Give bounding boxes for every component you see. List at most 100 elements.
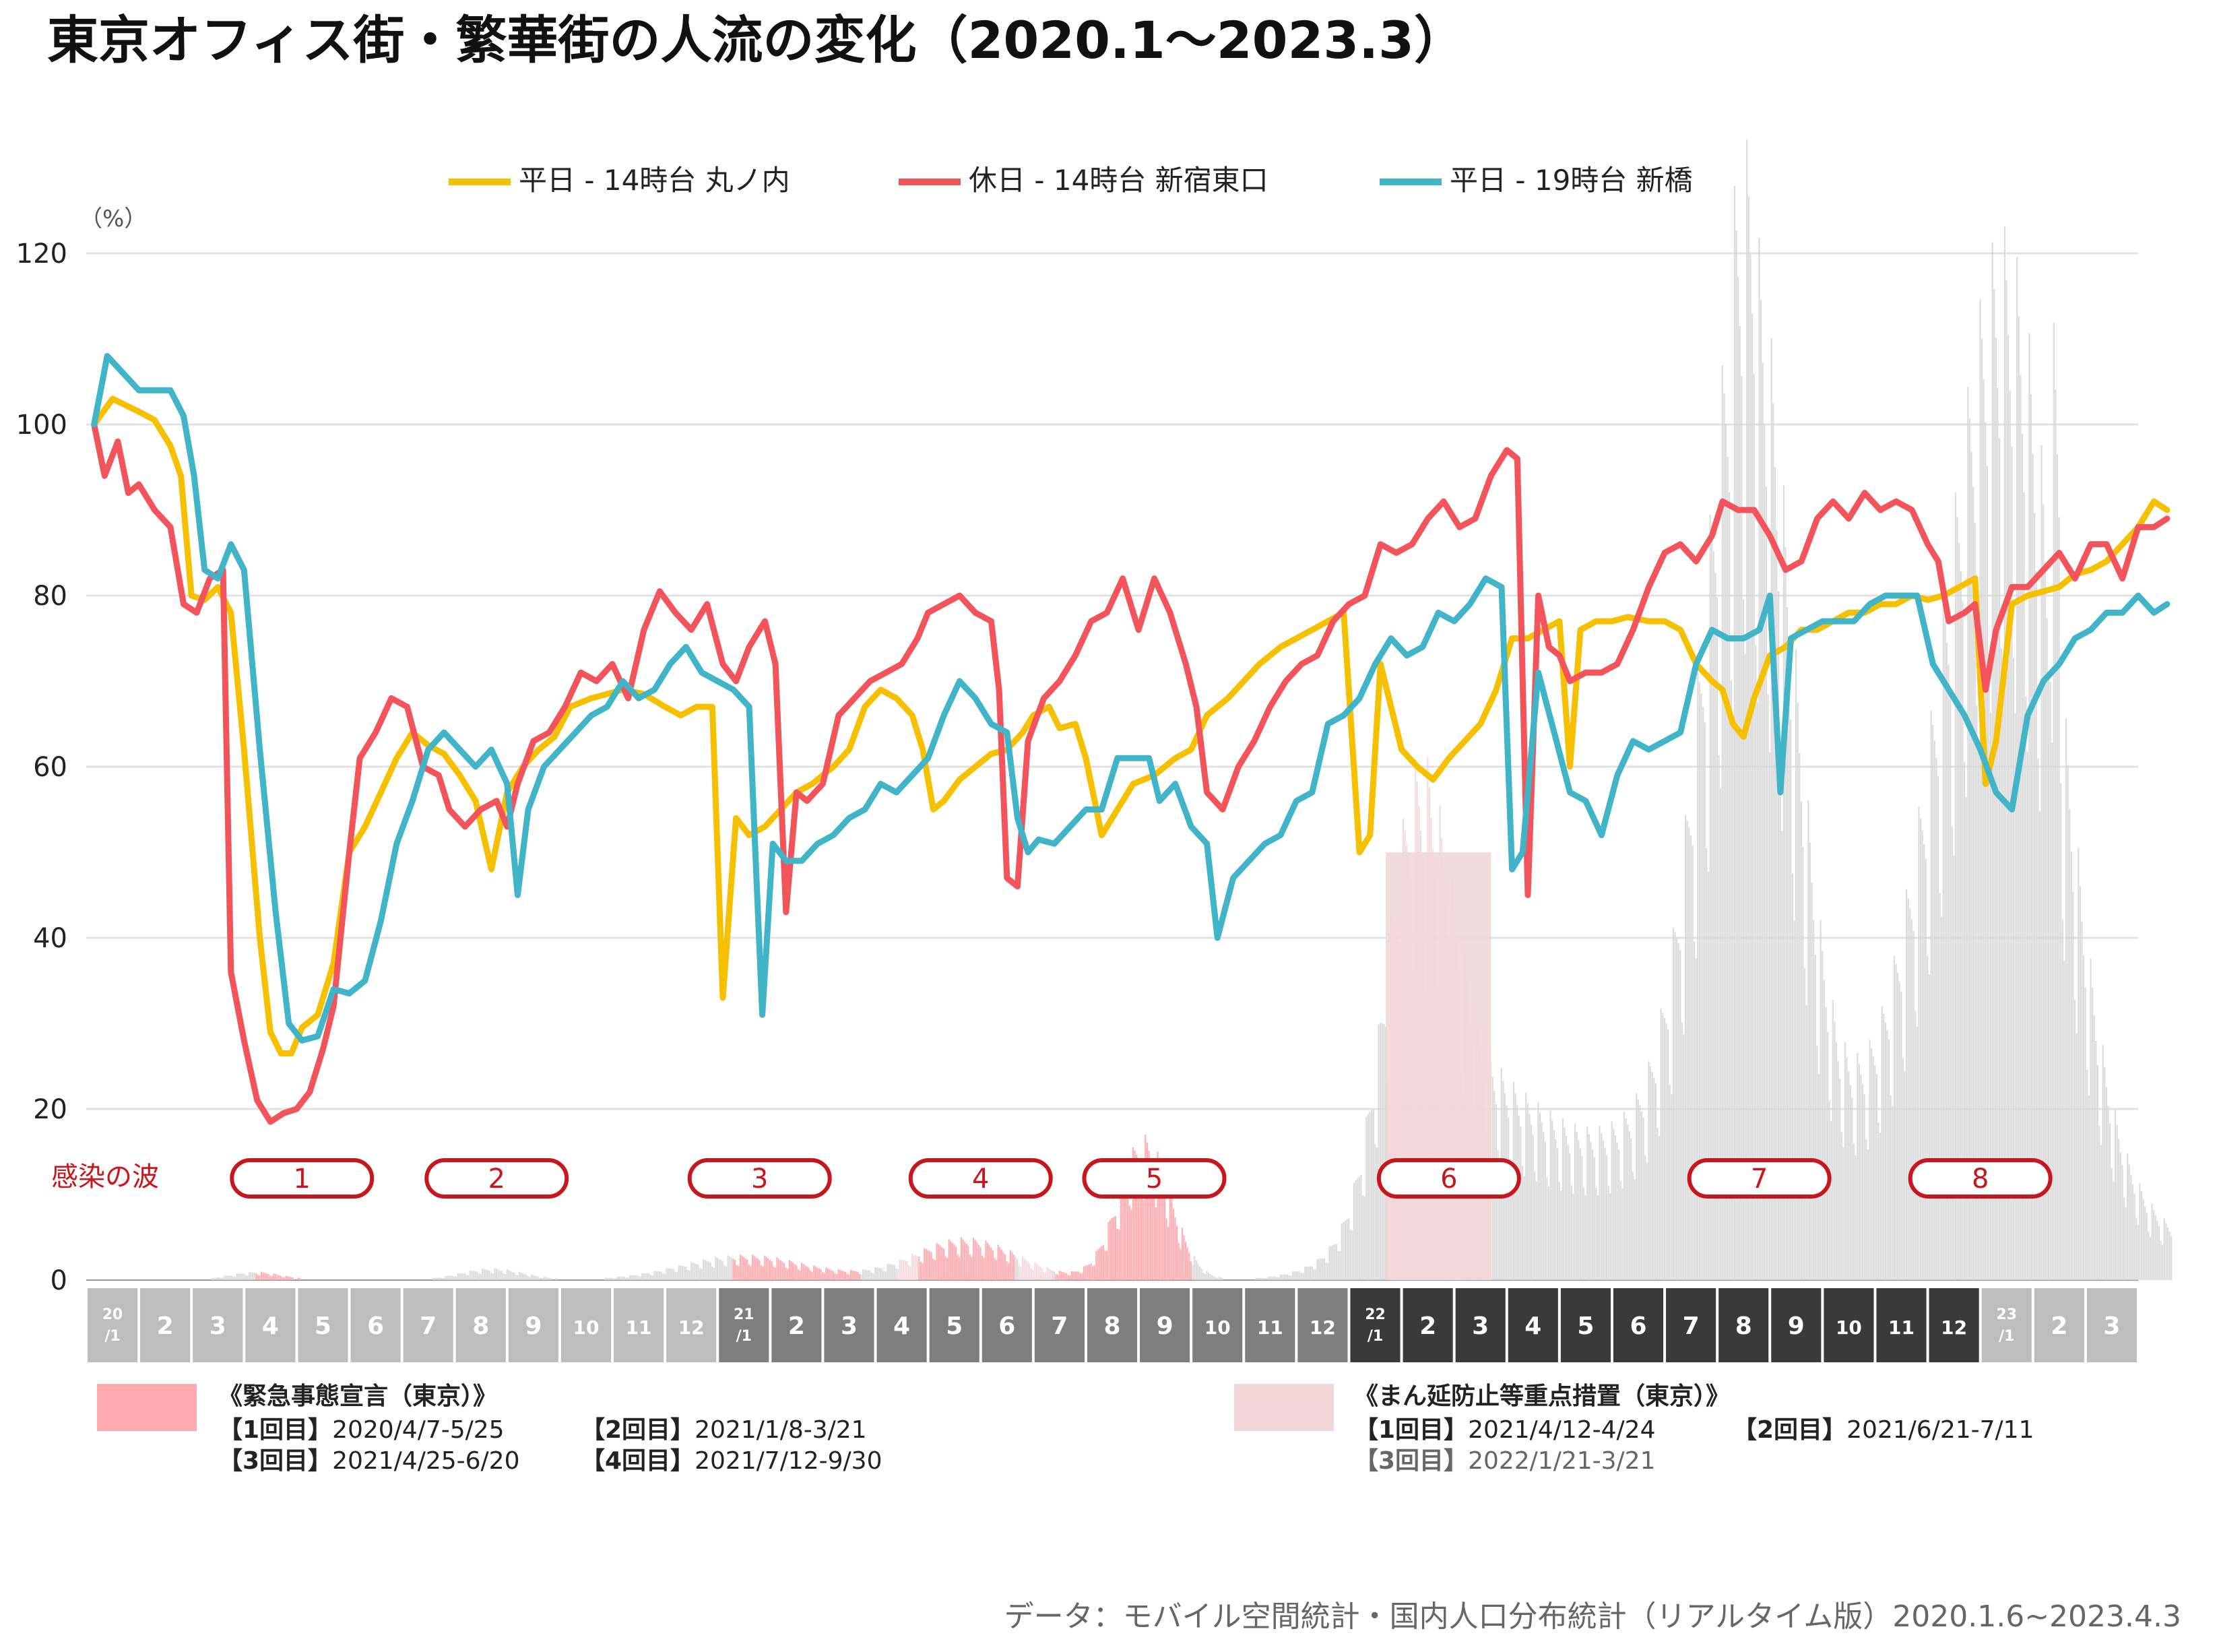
case-bar — [836, 1274, 838, 1280]
case-bar — [1363, 1196, 1365, 1280]
case-bar — [1467, 1003, 1469, 1280]
case-bar — [1671, 1093, 1673, 1280]
case-bar — [2111, 1168, 2113, 1280]
case-bar — [1802, 847, 1804, 1280]
case-bar — [1058, 1270, 1060, 1280]
month-cell-bg — [245, 1288, 296, 1362]
case-bar — [683, 1266, 685, 1280]
case-bar — [967, 1246, 969, 1280]
case-bar — [465, 1275, 468, 1280]
case-bar — [1586, 1126, 1588, 1280]
case-bar — [1155, 1207, 1157, 1280]
month-cell-bg — [508, 1288, 558, 1362]
case-bar — [1271, 1276, 1273, 1280]
month-cell-bg — [876, 1288, 927, 1362]
case-bar — [1497, 1149, 1499, 1280]
case-bar — [1570, 1185, 1573, 1280]
case-bar — [1677, 943, 1679, 1280]
case-bar — [1822, 951, 1824, 1280]
case-bar — [1428, 787, 1431, 1280]
case-bar — [1062, 1272, 1064, 1280]
case-bar — [1407, 860, 1409, 1280]
case-bar — [1355, 1180, 1357, 1280]
case-bar — [1221, 1277, 1223, 1280]
wave-1: 1 — [230, 1158, 375, 1199]
case-bar — [508, 1270, 510, 1280]
wave-pill — [1908, 1158, 2053, 1199]
case-bar — [1690, 835, 1692, 1280]
case-bar — [942, 1248, 945, 1280]
case-bar — [1023, 1258, 1025, 1280]
case-bar — [1304, 1267, 1306, 1280]
case-bar — [1320, 1259, 1322, 1280]
case-bar — [1306, 1266, 1308, 1280]
emergency-legend: 《緊急事態宣言（東京）》 【1回目】2020/4/7-5/25 【2回目】2021… — [97, 1382, 882, 1475]
case-bar — [804, 1265, 806, 1280]
emergency-swatch — [97, 1384, 197, 1431]
month-cell: 11 — [1245, 1288, 1295, 1362]
case-bar — [1308, 1266, 1310, 1280]
case-bar — [1770, 338, 1772, 1280]
month-label: 7 — [1683, 1312, 1700, 1340]
case-bar — [982, 1255, 984, 1280]
case-bar — [525, 1275, 527, 1280]
case-bar — [1448, 1027, 1450, 1280]
case-bar — [746, 1259, 748, 1280]
month-cell: 23/1 — [1981, 1288, 2032, 1362]
case-bar — [1070, 1271, 1073, 1280]
case-bar — [1774, 467, 1776, 1280]
case-bar — [771, 1261, 773, 1280]
case-bar — [1784, 547, 1787, 1280]
case-bar — [1260, 1277, 1262, 1280]
case-bar — [1411, 974, 1413, 1280]
case-bar — [1477, 1030, 1480, 1280]
case-bar — [501, 1271, 503, 1280]
case-bar — [1334, 1244, 1336, 1280]
case-bar — [1139, 1165, 1141, 1280]
case-bar — [1441, 838, 1443, 1280]
case-bar — [1642, 1117, 1644, 1280]
month-cell: 3 — [2086, 1288, 2137, 1362]
case-bar — [927, 1250, 929, 1280]
case-bar — [788, 1260, 790, 1280]
wave-label: 2 — [488, 1164, 505, 1195]
case-bar — [1976, 705, 1978, 1280]
case-bar — [645, 1273, 647, 1280]
month-cell: 10 — [560, 1288, 612, 1362]
month-label: 3 — [841, 1312, 858, 1340]
case-bar — [2014, 713, 2016, 1280]
case-bar — [1202, 1273, 1204, 1280]
case-bar — [1137, 1159, 1139, 1280]
case-bar — [692, 1263, 694, 1280]
legend-label: 平日 - 19時台 新橋 — [1450, 164, 1693, 197]
month-cell: 9 — [508, 1288, 558, 1362]
case-bar — [1283, 1274, 1285, 1280]
case-bar — [1474, 1128, 1476, 1280]
case-bar — [1418, 805, 1420, 1280]
case-bar — [1787, 606, 1789, 1280]
case-bar — [2113, 1181, 2115, 1280]
case-bar — [1828, 1100, 1830, 1280]
month-cell: 4 — [876, 1288, 927, 1362]
case-bar — [278, 1275, 280, 1280]
case-bar — [783, 1263, 785, 1280]
case-bar — [1909, 908, 1911, 1280]
case-bar — [902, 1260, 905, 1280]
case-bar — [486, 1270, 489, 1280]
case-bar — [1886, 1030, 1888, 1280]
case-bar — [1760, 300, 1762, 1280]
case-bar — [797, 1269, 799, 1280]
case-bar — [1456, 968, 1458, 1280]
case-bar — [1599, 1126, 1601, 1280]
case-bar — [974, 1240, 976, 1280]
month-cell: 6 — [1613, 1288, 1664, 1362]
case-bar — [2049, 682, 2051, 1280]
case-bar — [843, 1271, 845, 1280]
case-bar — [977, 1244, 980, 1280]
case-bar — [1820, 920, 1822, 1280]
case-bar — [1380, 1023, 1382, 1280]
case-bar — [1702, 707, 1704, 1280]
month-label: 2 — [157, 1312, 174, 1340]
case-bar — [1078, 1271, 1080, 1280]
month-label: 4 — [1524, 1312, 1541, 1340]
